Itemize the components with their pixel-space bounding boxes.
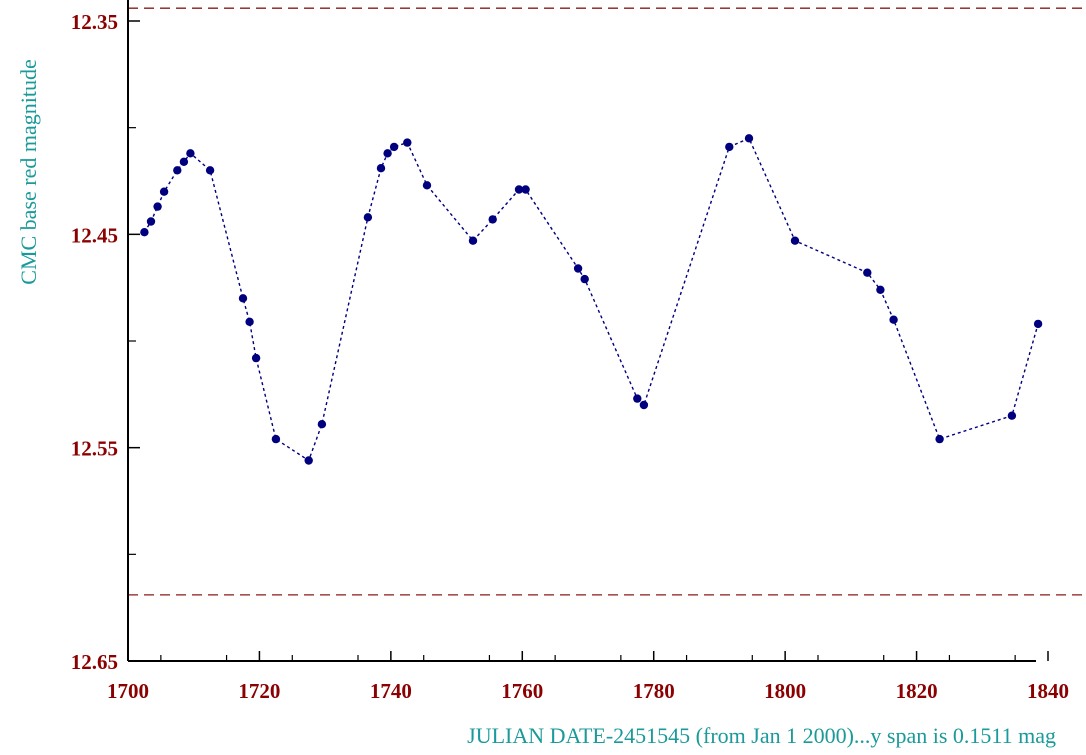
data-point: [633, 394, 642, 403]
data-point: [304, 456, 313, 465]
data-point: [140, 228, 149, 237]
y-axis-title: CMC base red magnitude: [16, 59, 41, 284]
data-point: [205, 166, 215, 175]
data-point: [573, 264, 583, 273]
x-tick-label: 1840: [1027, 679, 1069, 703]
data-point: [863, 268, 872, 277]
data-point: [725, 142, 734, 152]
data-point: [376, 164, 386, 173]
data-point: [363, 213, 373, 222]
y-tick-label: 12.55: [71, 437, 118, 461]
x-tick-label: 1800: [764, 679, 806, 703]
data-point: [639, 400, 649, 410]
data-point: [238, 294, 248, 303]
axes: [127, 0, 1036, 662]
data-point: [317, 420, 327, 429]
y-tick-label: 12.45: [71, 223, 118, 247]
data-point: [1033, 319, 1043, 329]
data-point: [245, 317, 254, 326]
y-tick-label: 12.65: [71, 650, 118, 674]
data-point: [790, 236, 800, 245]
data-point: [1007, 411, 1017, 420]
data-point: [521, 185, 530, 194]
x-tick-label: 1740: [370, 679, 412, 703]
x-tick-label: 1700: [107, 679, 149, 703]
data-point: [153, 202, 162, 211]
data-point: [383, 149, 392, 158]
ticks: [127, 20, 1049, 662]
y-tick-label: 12.35: [71, 10, 118, 34]
data-point: [935, 434, 944, 444]
data-point: [744, 134, 754, 143]
data-point: [422, 181, 432, 190]
data-point: [876, 285, 885, 294]
x-tick-label: 1820: [896, 679, 938, 703]
data-point: [159, 187, 169, 196]
data-point: [173, 166, 182, 175]
data-point: [488, 215, 497, 224]
data-point: [186, 149, 195, 158]
data-point: [251, 353, 261, 363]
series-connector-line: [143, 137, 1039, 462]
tick-labels: 1700 1720 1740 1760 1780 1800 1820 1840 12.35 12.…: [71, 10, 1069, 703]
x-tick-label: 1780: [633, 679, 675, 703]
reference-lines: [128, 7, 1082, 596]
data-point: [580, 274, 589, 284]
x-axis-title: JULIAN DATE-2451545 (from Jan 1 2000)...…: [467, 723, 1056, 748]
data-point: [889, 315, 898, 324]
series-group: [140, 134, 1043, 465]
data-point: [468, 236, 478, 245]
data-point: [403, 138, 412, 147]
x-tick-label: 1760: [501, 679, 543, 703]
data-point: [146, 217, 156, 226]
data-point: [271, 434, 281, 444]
data-point: [179, 157, 189, 166]
data-point: [389, 142, 399, 152]
x-tick-label: 1720: [238, 679, 280, 703]
data-point: [514, 185, 524, 194]
